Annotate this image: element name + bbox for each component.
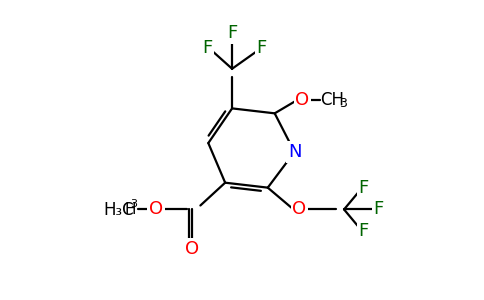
Text: N: N bbox=[288, 143, 301, 161]
Text: F: F bbox=[374, 200, 384, 218]
Text: H: H bbox=[124, 202, 136, 217]
Text: F: F bbox=[227, 24, 237, 42]
Text: F: F bbox=[359, 178, 369, 196]
Text: O: O bbox=[185, 240, 199, 258]
Text: O: O bbox=[149, 200, 163, 218]
Text: F: F bbox=[359, 222, 369, 240]
Text: 3: 3 bbox=[130, 200, 137, 209]
Text: F: F bbox=[257, 39, 267, 57]
Text: O: O bbox=[292, 200, 306, 218]
Text: H₃C: H₃C bbox=[104, 201, 134, 219]
Text: F: F bbox=[202, 39, 212, 57]
Text: 3: 3 bbox=[339, 97, 347, 110]
Text: O: O bbox=[295, 92, 309, 110]
Text: CH: CH bbox=[320, 92, 344, 110]
